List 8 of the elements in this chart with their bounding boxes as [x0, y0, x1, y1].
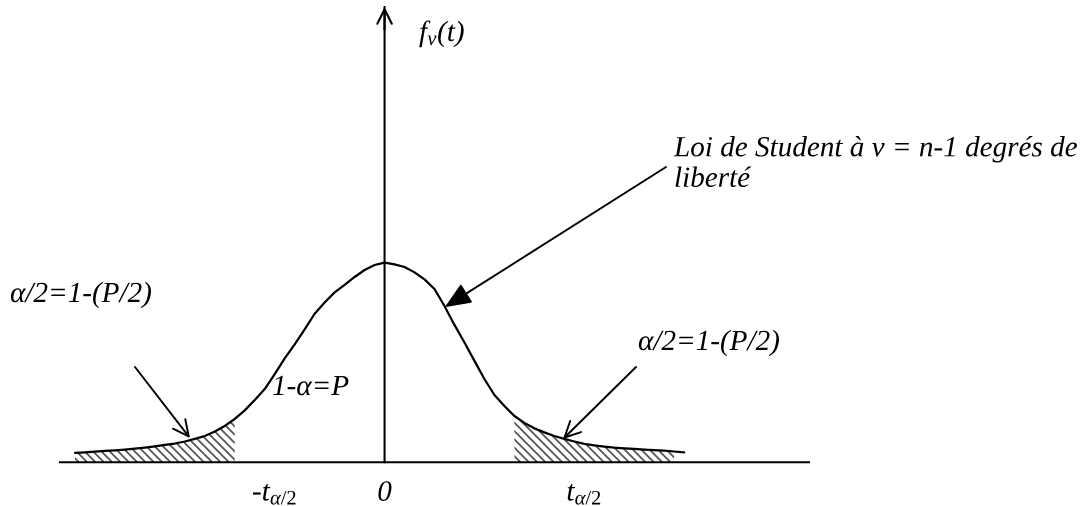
- annotation: α/2=1-(P/2): [10, 281, 151, 309]
- text: Loi de Student à ν = n-1 degrés de liberté: [673, 136, 1077, 188]
- x-tick-label: 0: [378, 481, 392, 501]
- x-tick-label: t$_{α/2}$: [567, 483, 601, 505]
- x-tick-label: -t$_{α/2}$: [253, 483, 296, 505]
- annotation: 1-α=P: [273, 375, 349, 396]
- text: f$_{ν}$(t): [419, 20, 464, 48]
- annotation: α/2=1-(P/2): [638, 329, 779, 357]
